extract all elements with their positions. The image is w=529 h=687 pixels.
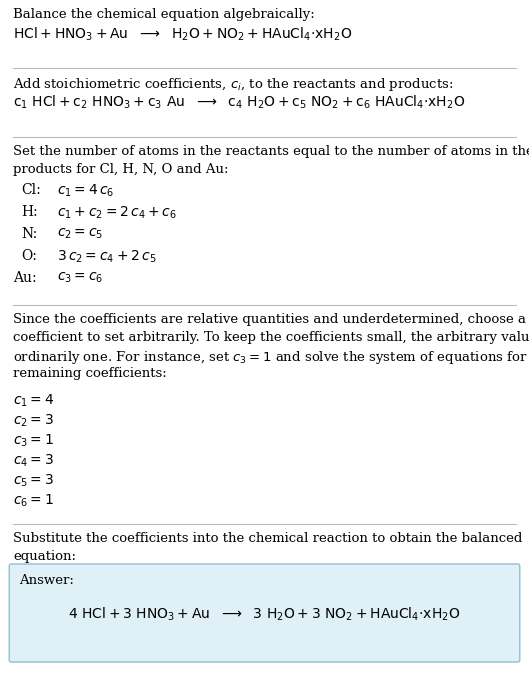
Text: $c_5 = 3$: $c_5 = 3$: [13, 473, 54, 489]
Text: Add stoichiometric coefficients, $c_i$, to the reactants and products:: Add stoichiometric coefficients, $c_i$, …: [13, 76, 453, 93]
Text: $3\,c_2 = c_4 + 2\,c_5$: $3\,c_2 = c_4 + 2\,c_5$: [57, 249, 157, 265]
Text: N:: N:: [21, 227, 38, 241]
Text: $c_1 = 4\,c_6$: $c_1 = 4\,c_6$: [57, 183, 115, 199]
Text: $c_4 = 3$: $c_4 = 3$: [13, 453, 54, 469]
Text: coefficient to set arbitrarily. To keep the coefficients small, the arbitrary va: coefficient to set arbitrarily. To keep …: [13, 331, 529, 344]
Text: $c_6 = 1$: $c_6 = 1$: [13, 493, 54, 509]
Text: products for Cl, H, N, O and Au:: products for Cl, H, N, O and Au:: [13, 163, 229, 176]
Text: Set the number of atoms in the reactants equal to the number of atoms in the: Set the number of atoms in the reactants…: [13, 145, 529, 158]
Text: $c_2 = c_5$: $c_2 = c_5$: [57, 227, 104, 241]
Text: remaining coefficients:: remaining coefficients:: [13, 367, 167, 380]
Text: $c_2 = 3$: $c_2 = 3$: [13, 413, 54, 429]
Text: $\mathrm{4\ HCl + 3\ HNO_3 + Au\ \ \longrightarrow\ \ 3\ H_2O + 3\ NO_2 + HAuCl_: $\mathrm{4\ HCl + 3\ HNO_3 + Au\ \ \long…: [68, 606, 461, 623]
Text: Cl:: Cl:: [21, 183, 41, 197]
Text: H:: H:: [21, 205, 38, 219]
Text: $\mathrm{HCl + HNO_3 + Au\ \ \longrightarrow\ \ H_2O + NO_2 + HAuCl_4{\cdot}xH_2: $\mathrm{HCl + HNO_3 + Au\ \ \longrighta…: [13, 26, 352, 43]
Text: $c_1 = 4$: $c_1 = 4$: [13, 393, 54, 409]
Text: $c_3 = 1$: $c_3 = 1$: [13, 433, 54, 449]
Text: Substitute the coefficients into the chemical reaction to obtain the balanced: Substitute the coefficients into the che…: [13, 532, 523, 545]
Text: Balance the chemical equation algebraically:: Balance the chemical equation algebraica…: [13, 8, 315, 21]
Text: Au:: Au:: [13, 271, 37, 285]
Text: ordinarily one. For instance, set $c_3 = 1$ and solve the system of equations fo: ordinarily one. For instance, set $c_3 =…: [13, 349, 529, 366]
Text: $c_1 + c_2 = 2\,c_4 + c_6$: $c_1 + c_2 = 2\,c_4 + c_6$: [57, 205, 177, 221]
Text: Answer:: Answer:: [19, 574, 74, 587]
Text: O:: O:: [21, 249, 37, 263]
FancyBboxPatch shape: [9, 564, 520, 662]
Text: $c_3 = c_6$: $c_3 = c_6$: [57, 271, 104, 285]
Text: Since the coefficients are relative quantities and underdetermined, choose a: Since the coefficients are relative quan…: [13, 313, 526, 326]
Text: equation:: equation:: [13, 550, 76, 563]
Text: $\mathrm{c_1\ HCl + c_2\ HNO_3 + c_3\ Au\ \ \longrightarrow\ \ c_4\ H_2O + c_5\ : $\mathrm{c_1\ HCl + c_2\ HNO_3 + c_3\ Au…: [13, 94, 466, 111]
